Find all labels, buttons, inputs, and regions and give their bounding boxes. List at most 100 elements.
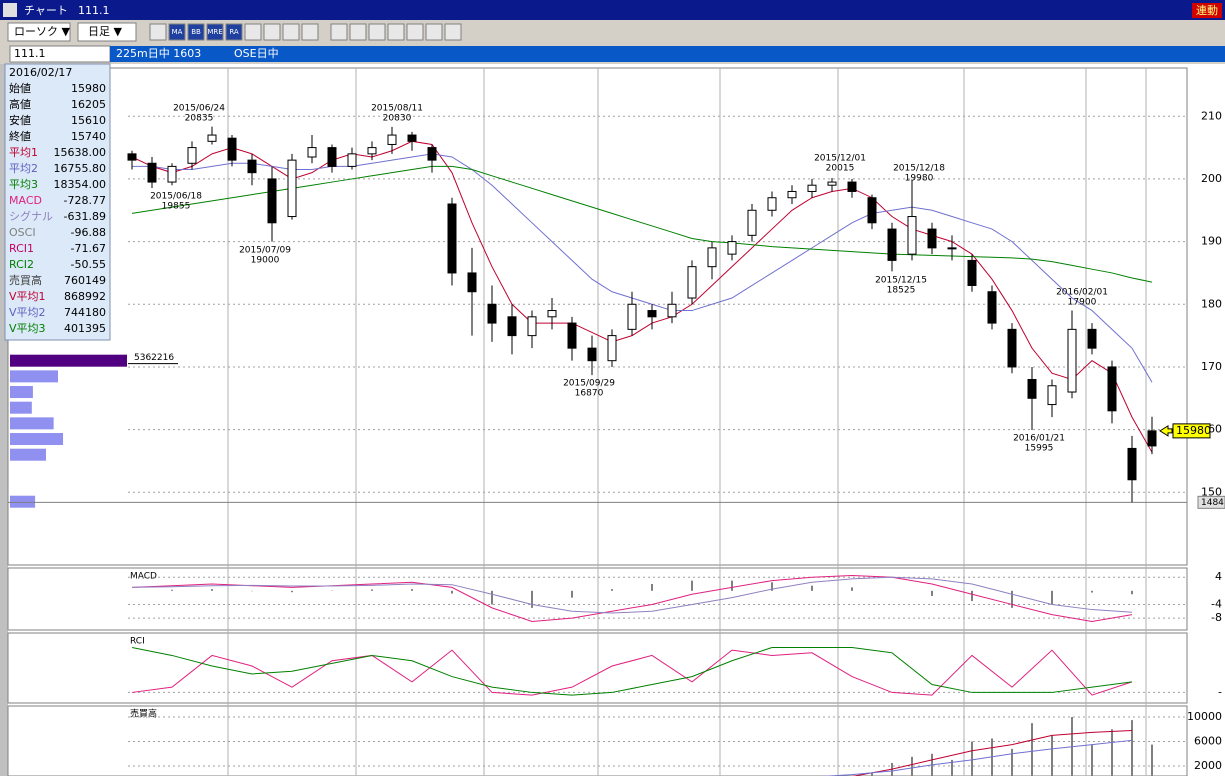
window-title: チャート — [24, 4, 68, 17]
tool-icon[interactable] — [406, 23, 424, 41]
candle-body — [667, 303, 677, 318]
volume-bar — [911, 756, 913, 776]
sync-button[interactable] — [1192, 3, 1222, 18]
tool-icon[interactable] — [225, 23, 243, 41]
candle-body — [1147, 430, 1157, 447]
tool-icon[interactable] — [263, 23, 281, 41]
info-label: 平均2 — [9, 162, 38, 175]
candle-body — [807, 184, 817, 192]
info-label: 始値 — [9, 81, 31, 95]
y-tick-label: 200 — [1201, 172, 1222, 185]
tool-icon[interactable] — [368, 23, 386, 41]
info-date: 2016/02/17 — [9, 66, 72, 79]
session: OSE日中 — [234, 47, 279, 60]
period-select[interactable] — [77, 22, 137, 42]
volume-bar — [1051, 735, 1053, 776]
annotation-price: 20835 — [185, 114, 214, 124]
candle-body — [247, 159, 257, 174]
symbol[interactable]: 111.1 — [14, 47, 46, 60]
info-label: シグナル — [9, 209, 53, 223]
candle-body — [547, 310, 557, 318]
tool-icon[interactable] — [349, 23, 367, 41]
tool-icon[interactable] — [244, 23, 262, 41]
y-tick-label: 190 — [1201, 235, 1222, 248]
info-value: 15980 — [71, 82, 106, 95]
tool-icon-label: MRE — [207, 28, 222, 36]
annotation-price: 17900 — [1068, 298, 1097, 308]
tool-icon[interactable] — [149, 23, 167, 41]
annotation-price: 18525 — [887, 286, 916, 296]
osci-bar — [1011, 590, 1013, 608]
annotation-date: 2015/09/29 — [563, 379, 615, 389]
annotation-price: 19855 — [162, 202, 191, 212]
info-value: 18354.00 — [54, 178, 107, 191]
tool-icon[interactable] — [444, 23, 462, 41]
candle-body — [1087, 328, 1097, 349]
volume-profile-bar — [10, 401, 32, 414]
y-tick-label: 10000 — [1187, 710, 1222, 723]
volume-profile-bar — [10, 495, 36, 508]
tool-icon[interactable] — [282, 23, 300, 41]
panel-title: RCI — [130, 637, 145, 647]
y-tick-label: 210 — [1201, 109, 1222, 122]
candle-body — [987, 291, 997, 324]
info-value: 15638.00 — [54, 146, 107, 159]
candle-body — [1047, 385, 1057, 406]
candle-body — [587, 347, 597, 362]
osci-bar — [651, 584, 653, 591]
moving-average — [132, 153, 1153, 383]
annotation-price: 15995 — [1025, 444, 1054, 454]
info-value: -631.89 — [64, 210, 106, 223]
info-label: 安値 — [9, 113, 31, 127]
tool-icon[interactable] — [301, 23, 319, 41]
candle-body — [947, 247, 957, 250]
candle-body — [907, 216, 917, 255]
tool-icon[interactable] — [168, 23, 186, 41]
candle-body — [407, 134, 417, 142]
tool-icon[interactable] — [330, 23, 348, 41]
osci-bar — [811, 585, 813, 591]
candle-body — [227, 137, 237, 161]
info-label: 売買高 — [9, 273, 42, 287]
tool-icon[interactable] — [387, 23, 405, 41]
osci-bar — [971, 590, 973, 602]
info-value: 744180 — [64, 306, 106, 319]
candle-body — [827, 181, 837, 186]
tool-icon-label: MA — [172, 28, 183, 36]
volume-profile-bar — [10, 354, 127, 367]
info-value: -96.88 — [71, 226, 106, 239]
candle-body — [327, 147, 337, 167]
tool-icon[interactable] — [187, 23, 205, 41]
candle-body — [287, 159, 297, 218]
chart-type-label[interactable]: ローソク ▼ — [14, 25, 70, 38]
candle-body — [967, 259, 977, 286]
candle-body — [307, 147, 317, 158]
tool-icon[interactable] — [425, 23, 443, 41]
annotation-price: 19980 — [905, 174, 934, 184]
candle-body — [1067, 328, 1077, 393]
sync-label[interactable]: 連動 — [1196, 3, 1218, 17]
info-value: -71.67 — [71, 242, 106, 255]
annotation-date: 2015/07/09 — [239, 246, 291, 256]
candle-body — [1107, 366, 1117, 412]
y-tick-label: 2000 — [1194, 759, 1222, 772]
period-label[interactable]: 日足 ▼ — [88, 25, 122, 38]
chart-type-select[interactable] — [7, 22, 71, 42]
tool-icon[interactable] — [206, 23, 224, 41]
candle-body — [687, 266, 697, 299]
volume-bar — [1131, 720, 1133, 776]
indicator-line — [131, 649, 1133, 696]
candle-body — [1007, 328, 1017, 368]
info-value: 15740 — [71, 130, 106, 143]
candle-body — [927, 228, 937, 249]
osci-bar — [171, 589, 173, 591]
volume-profile-max: 5362216 — [134, 353, 174, 363]
osci-bar — [731, 580, 733, 591]
candle-body — [707, 247, 717, 268]
info-label: RCI2 — [9, 258, 34, 271]
volume-bar — [1151, 744, 1153, 776]
indicator-line — [131, 647, 1133, 696]
volume-profile-bar — [10, 448, 47, 461]
app-icon — [3, 3, 17, 17]
